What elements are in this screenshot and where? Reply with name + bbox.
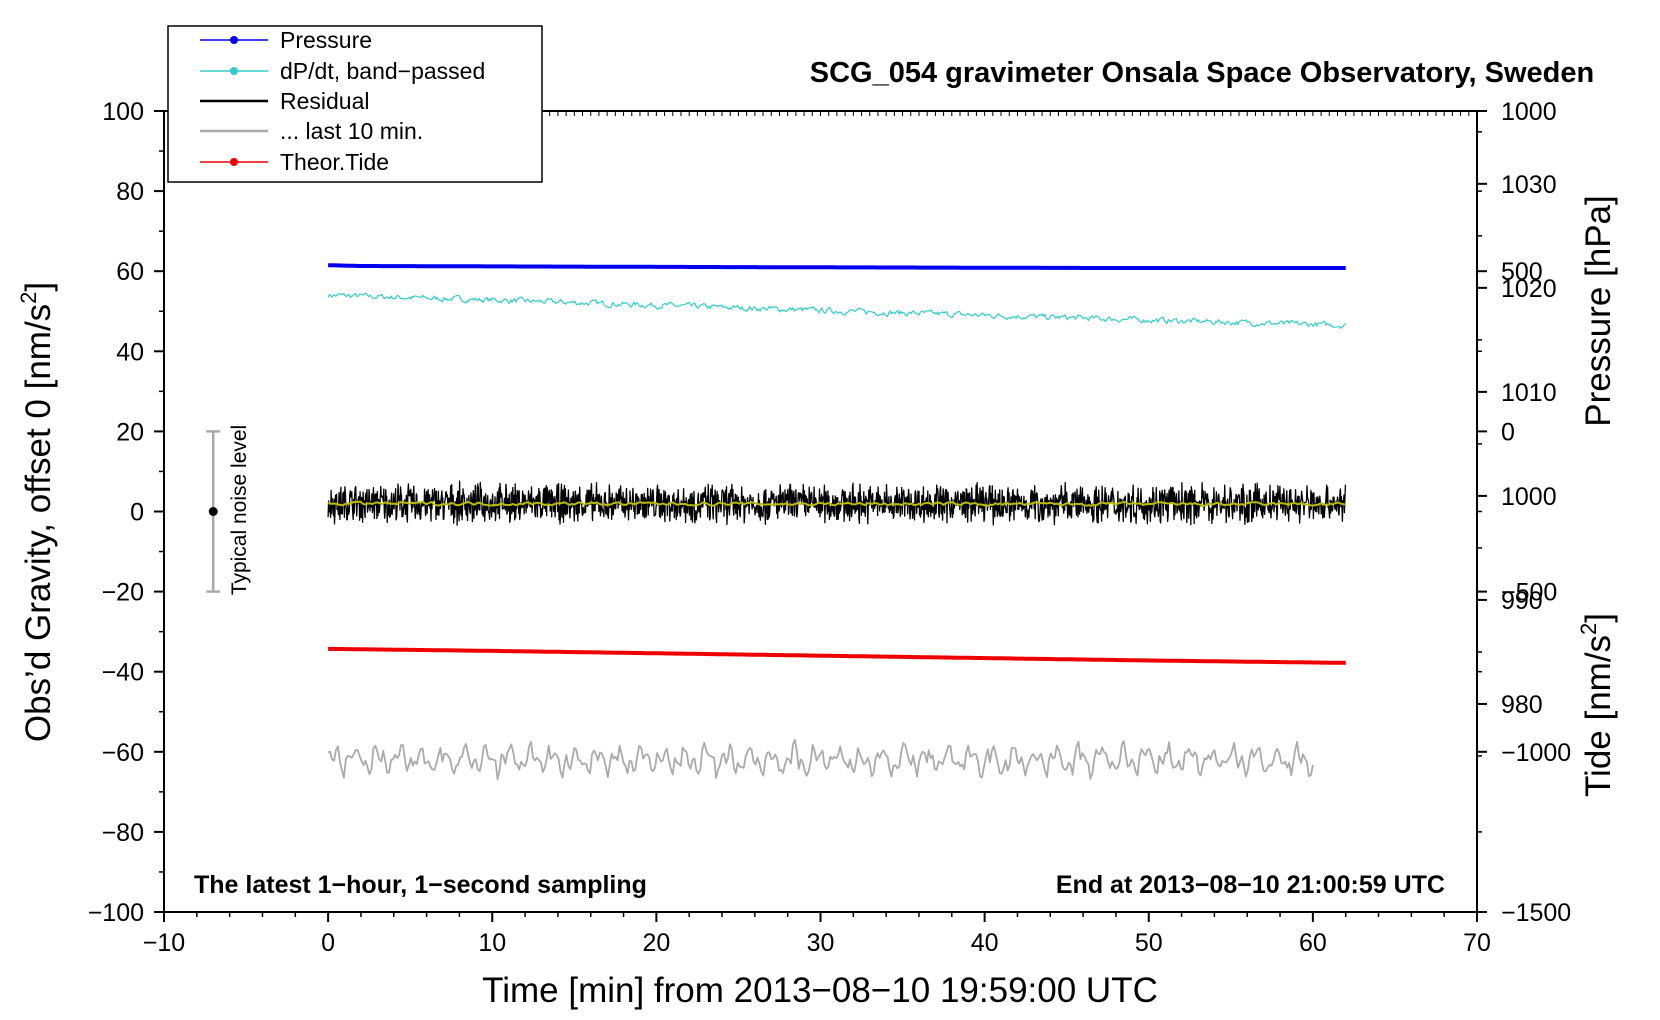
series-layer xyxy=(327,263,1347,781)
series-line-theor-tide xyxy=(328,646,1346,665)
tide-tick-label: 500 xyxy=(1501,258,1543,286)
tide-tick-label: −1000 xyxy=(1501,739,1571,767)
legend-label-tide: Theor.Tide xyxy=(280,149,389,175)
y-tick-label: −40 xyxy=(102,659,144,687)
legend-marker-pressure xyxy=(230,36,238,44)
x-tick-label: 20 xyxy=(642,929,670,957)
y-tick-label: 40 xyxy=(116,338,144,366)
y-tick-label: 100 xyxy=(102,98,144,126)
y-axis-title-left: Obs’d Gravity, offset 0 [nm/s2] xyxy=(16,282,58,742)
chart-title: SCG_054 gravimeter Onsala Space Observat… xyxy=(810,57,1594,89)
pressure-tick-label: 990 xyxy=(1501,587,1543,615)
x-tick-label: −10 xyxy=(143,929,185,957)
y-axis-title-tide: Tide [nm/s2] xyxy=(1576,613,1618,797)
series-line-residual-smoothed xyxy=(327,500,1346,507)
y-tick-label: −60 xyxy=(102,739,144,767)
noise-label: Typical noise level xyxy=(228,425,251,595)
legend-box xyxy=(167,25,543,183)
legend-marker-dpdt xyxy=(230,67,238,75)
legend: Pressure dP/dt, band−passed Residual ...… xyxy=(167,25,543,183)
y-tick-label: 0 xyxy=(130,499,144,527)
x-tick-label: 30 xyxy=(807,929,835,957)
pressure-tick-label: 1020 xyxy=(1501,275,1557,303)
series-line-pressure xyxy=(328,263,1346,270)
tide-tick-label: −1500 xyxy=(1501,899,1571,927)
note-right: End at 2013−08−10 21:00:59 UTC xyxy=(1056,871,1445,899)
x-tick-label: 60 xyxy=(1299,929,1327,957)
pressure-tick-label: 1000 xyxy=(1501,483,1557,511)
legend-label-residual: Residual xyxy=(280,88,370,114)
x-axis-title: Time [min] from 2013−08−10 19:59:00 UTC xyxy=(482,971,1158,1010)
tide-tick-label: 1000 xyxy=(1501,98,1557,126)
y-axis-title-pressure: Pressure [hPa] xyxy=(1579,195,1618,427)
y-tick-label: 60 xyxy=(116,258,144,286)
y-tick-label: −20 xyxy=(102,579,144,607)
series-line-residual xyxy=(327,480,1347,526)
x-tick-label: 0 xyxy=(321,929,335,957)
y-tick-label: 80 xyxy=(116,178,144,206)
x-tick-label: 10 xyxy=(478,929,506,957)
tide-tick-label: 0 xyxy=(1501,418,1515,446)
x-tick-label: 50 xyxy=(1135,929,1163,957)
legend-label-pressure: Pressure xyxy=(280,27,372,53)
tide-tick-label: −500 xyxy=(1501,579,1557,607)
legend-label-dpdt: dP/dt, band−passed xyxy=(280,58,485,84)
y-tick-label: −100 xyxy=(88,899,144,927)
x-tick-label: 40 xyxy=(971,929,999,957)
series-line--last-10-min- xyxy=(327,739,1314,781)
pressure-tick-label: 1030 xyxy=(1501,171,1557,199)
series-line-dp-dt-band-passed xyxy=(327,292,1347,329)
x-tick-label: 70 xyxy=(1463,929,1491,957)
y-tick-label: −80 xyxy=(102,819,144,847)
note-left: The latest 1−hour, 1−second sampling xyxy=(194,871,647,899)
noise-bar xyxy=(206,430,221,593)
legend-marker-tide xyxy=(230,158,238,166)
y-tick-label: 20 xyxy=(116,418,144,446)
noise-bar-center-dot xyxy=(208,507,218,516)
ticks-layer: −10 0 10 20 30 40 50 60 70−100−80−60−40−20020406… xyxy=(88,98,1572,957)
legend-label-last10: ... last 10 min. xyxy=(280,118,423,144)
pressure-tick-label: 980 xyxy=(1501,691,1543,719)
pressure-tick-label: 1010 xyxy=(1501,379,1557,407)
